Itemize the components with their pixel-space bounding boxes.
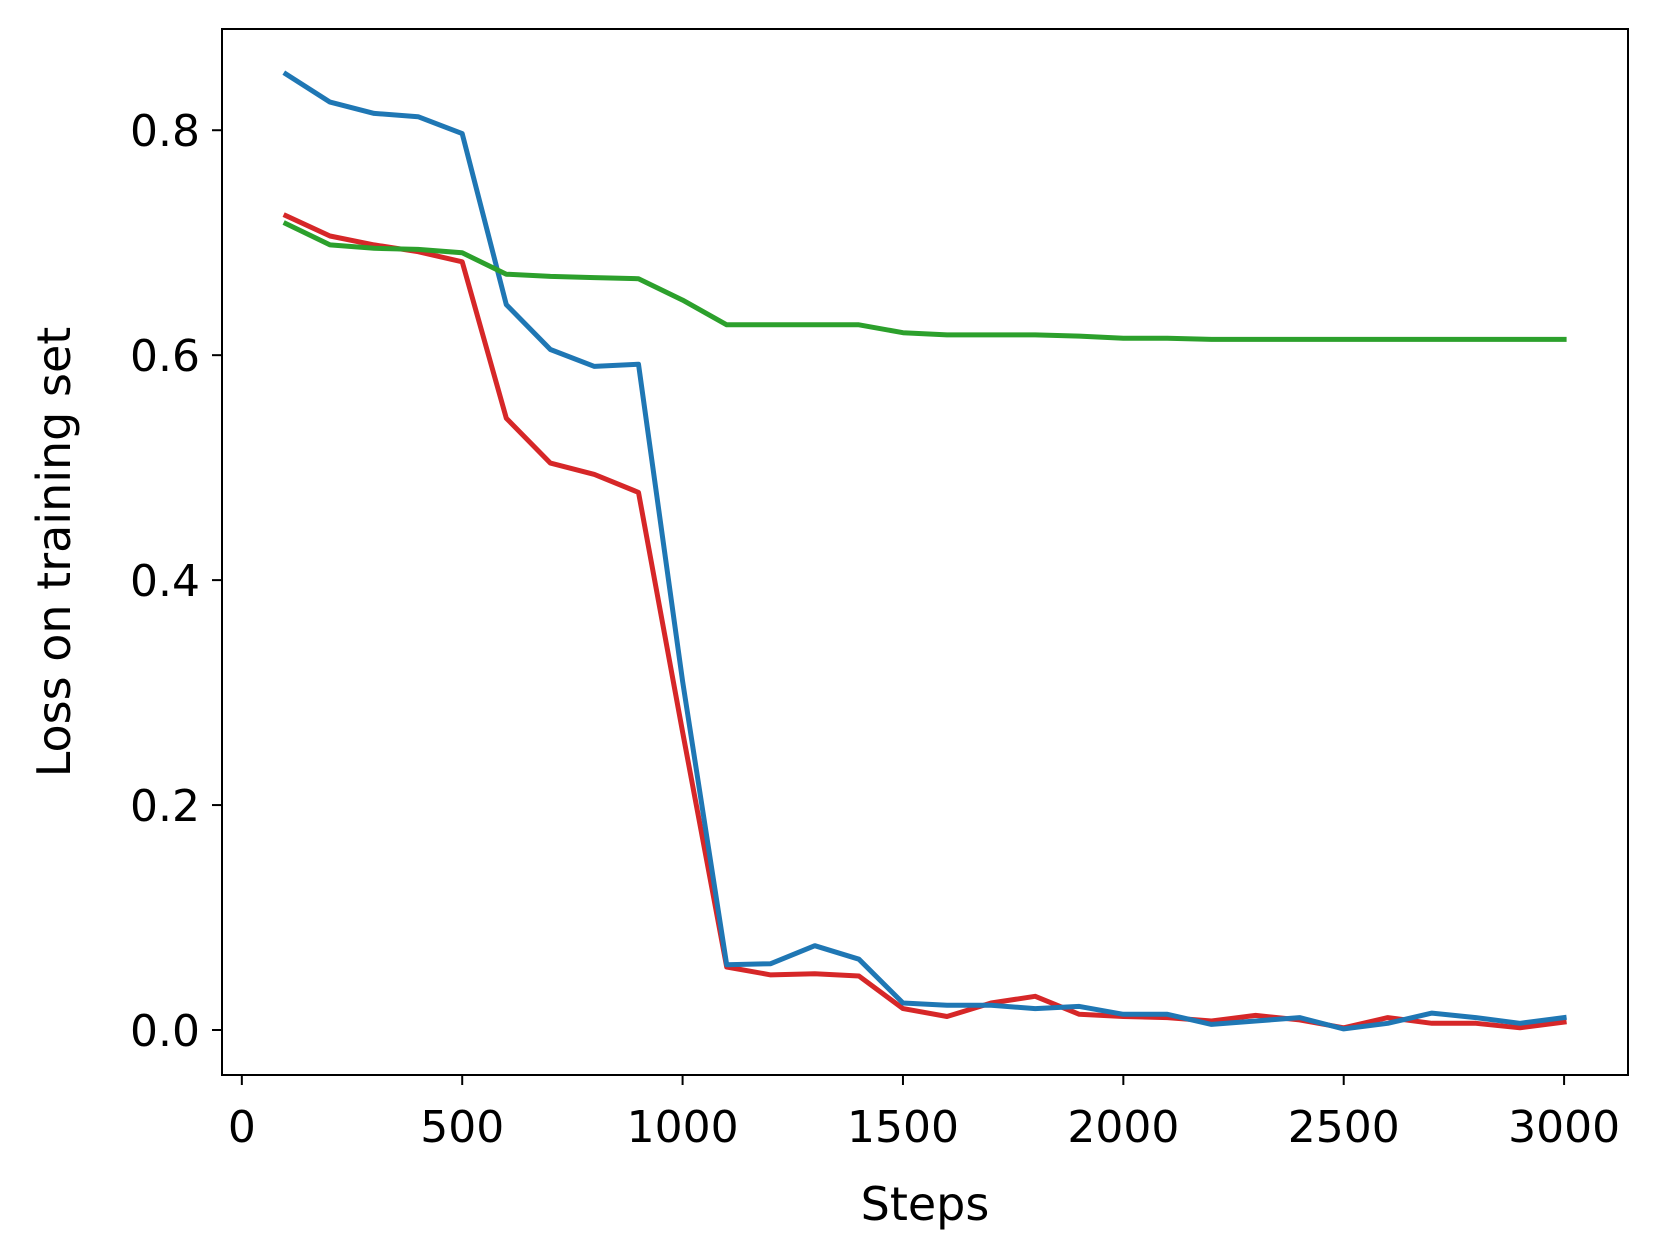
- x-tick-label: 2000: [1067, 1102, 1179, 1153]
- x-tick-label: 2500: [1288, 1102, 1400, 1153]
- series-line-3: [282, 220, 1567, 342]
- x-tick-label: 500: [420, 1102, 504, 1153]
- series-layer: [282, 70, 1567, 1032]
- y-tick-label: 0.8: [130, 106, 200, 157]
- series-line-2: [282, 70, 1567, 1032]
- plot-frame: [221, 28, 1629, 1076]
- y-tick-label: 0.6: [130, 331, 200, 382]
- x-tick-label: 1000: [627, 1102, 739, 1153]
- x-tick-label: 3000: [1508, 1102, 1620, 1153]
- x-tick-label: 0: [228, 1102, 256, 1153]
- x-tick-label: 1500: [847, 1102, 959, 1153]
- y-axis-label: Loss on training set: [27, 327, 81, 778]
- y-tick-label: 0.0: [130, 1006, 200, 1057]
- axes-layer: 0 500 1000 1500 2000 2500 3000 0.0 0.2 0.4 0.6 0.8: [130, 28, 1629, 1153]
- y-tick-label: 0.4: [130, 556, 200, 607]
- x-axis-label: Steps: [861, 1177, 990, 1231]
- y-tick-label: 0.2: [130, 781, 200, 832]
